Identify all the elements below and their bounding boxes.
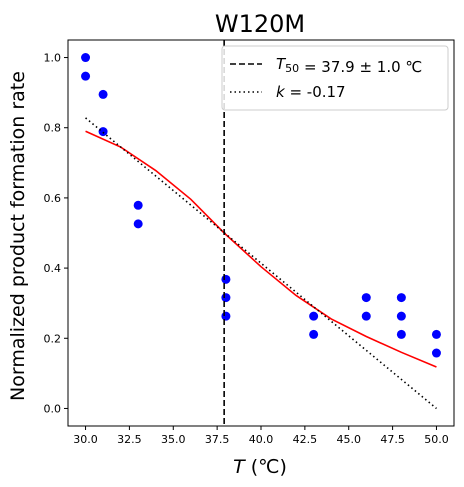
data-point — [396, 293, 406, 303]
data-point — [431, 348, 441, 358]
y-tick-label: 0.6 — [44, 192, 62, 205]
x-axis-title: T (℃) — [233, 456, 287, 478]
fit-curve — [85, 130, 437, 368]
y-tick-label: 0.8 — [44, 122, 62, 135]
legend: T50 = 37.9 ± 1.0 ℃ k = -0.17 — [221, 45, 449, 111]
y-tick-label: 0.2 — [44, 332, 62, 345]
x-tick-label: 50.0 — [424, 433, 449, 446]
x-axis-title-symbol: T — [233, 456, 246, 478]
data-point — [396, 311, 406, 321]
x-tick-label: 47.5 — [380, 433, 405, 446]
data-point — [361, 311, 371, 321]
y-tick-label: 0.4 — [44, 262, 62, 275]
chart-title: W120M — [215, 10, 305, 38]
x-tick-label: 40.0 — [249, 433, 274, 446]
x-tick-label: 45.0 — [336, 433, 361, 446]
data-point — [221, 274, 231, 284]
slope-line — [85, 117, 437, 410]
legend-label: T50 = 37.9 ± 1.0 ℃ — [276, 55, 422, 76]
data-point — [309, 311, 319, 321]
x-tick-label: 42.5 — [293, 433, 318, 446]
data-point — [309, 329, 319, 339]
data-point — [133, 200, 143, 210]
data-point — [81, 53, 91, 63]
data-point — [98, 89, 108, 99]
data-point — [396, 329, 406, 339]
x-tick-label: 30.0 — [73, 433, 98, 446]
y-tick-label: 1.0 — [44, 52, 62, 65]
x-axis-title-unit: (℃) — [245, 456, 287, 478]
y-tick-label: 0.0 — [44, 402, 62, 415]
data-point — [98, 127, 108, 137]
data-point — [431, 329, 441, 339]
legend-box — [221, 45, 449, 111]
data-point — [133, 219, 143, 229]
x-tick-label: 37.5 — [205, 433, 230, 446]
legend-label: k = -0.17 — [276, 83, 346, 101]
data-point — [221, 311, 231, 321]
y-axis-title: Normalized product formation rate — [7, 71, 29, 401]
data-point — [221, 293, 231, 303]
x-tick-label: 32.5 — [117, 433, 142, 446]
data-point — [81, 71, 91, 81]
x-tick-label: 35.0 — [161, 433, 186, 446]
data-point — [361, 293, 371, 303]
